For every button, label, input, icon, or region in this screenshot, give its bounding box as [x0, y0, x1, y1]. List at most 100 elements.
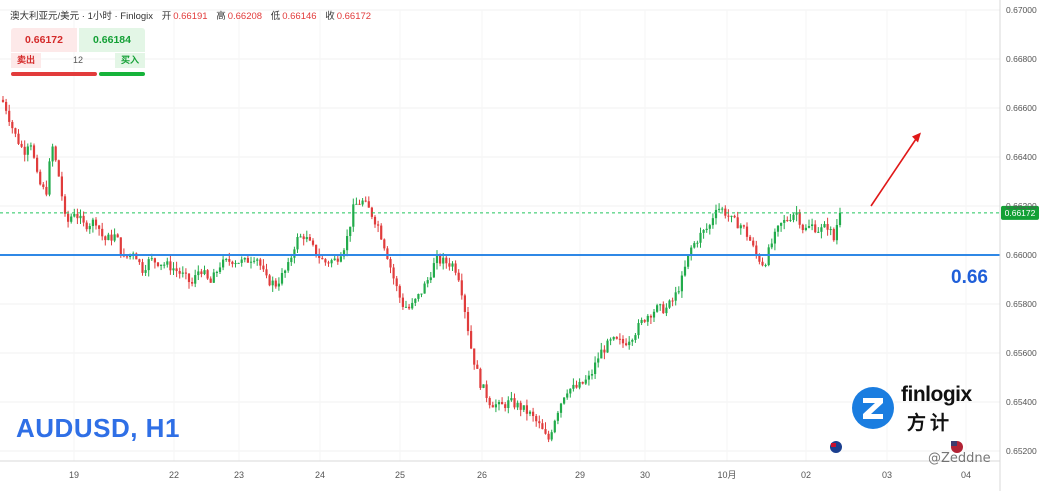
candle-body: [17, 133, 20, 144]
candle-body: [600, 349, 603, 359]
candle-body: [147, 259, 150, 271]
candle-body: [522, 405, 525, 410]
candle-body: [98, 225, 101, 229]
candle-body: [764, 265, 767, 267]
candle-body: [169, 261, 172, 271]
candle-body: [315, 244, 318, 256]
candle-body: [73, 213, 76, 217]
candle-body: [265, 269, 268, 276]
candle-body: [156, 262, 160, 266]
candle-body: [463, 295, 466, 312]
logo-wordmark: finlogix: [901, 383, 972, 406]
y-tick-label: 0.66800: [1006, 54, 1037, 64]
candle-body: [67, 213, 70, 222]
candle-body: [476, 364, 479, 369]
candle-body: [705, 228, 708, 230]
candle-body: [780, 222, 783, 226]
candle-body: [783, 219, 786, 223]
sell-ratio-bar: [11, 72, 97, 76]
candle-body: [628, 341, 631, 346]
candle-body: [218, 267, 222, 272]
candle-body: [150, 258, 153, 260]
high-value: 0.66208: [227, 11, 263, 22]
x-axis: 19 22 23 24 25 26 29 30 10月 02 03 04: [0, 460, 1000, 480]
candle-body: [525, 405, 528, 414]
projection-arrow-head: [912, 132, 921, 143]
candle-body: [758, 254, 761, 262]
candle-body: [352, 204, 355, 227]
buy-button[interactable]: 买入: [115, 53, 145, 68]
candle-body: [48, 161, 51, 195]
candle-body: [153, 258, 156, 263]
buy-price-button[interactable]: 0.66184: [79, 28, 145, 52]
candle-body: [346, 236, 349, 251]
candle-body: [330, 260, 333, 264]
candle-body: [714, 209, 718, 219]
candle-body: [804, 227, 807, 231]
y-tick-label: 0.65400: [1006, 397, 1037, 407]
candle-body: [435, 255, 439, 264]
candle-body: [504, 404, 507, 408]
candle-body: [209, 278, 212, 283]
quantity-field[interactable]: 12: [72, 55, 83, 65]
candle-body: [482, 384, 485, 388]
y-tick-label: 0.65800: [1006, 299, 1037, 309]
candle-body: [414, 298, 417, 303]
candle-body: [708, 225, 711, 229]
candle-body: [603, 349, 606, 353]
candle-body: [572, 384, 575, 389]
candle-body: [510, 398, 513, 401]
candle-body: [649, 315, 652, 318]
y-tick-label: 0.66600: [1006, 103, 1037, 113]
candle-body: [228, 259, 231, 262]
candle-body: [625, 343, 628, 346]
low-label: 低: [270, 11, 281, 22]
candle-body: [246, 257, 249, 263]
candle-body: [383, 239, 386, 249]
candle-body: [166, 261, 169, 265]
y-tick-label: 0.65600: [1006, 348, 1037, 358]
candle-body: [5, 101, 8, 111]
finlogix-logo-icon: [852, 387, 894, 429]
candle-body: [448, 263, 451, 267]
candle-body: [321, 257, 324, 260]
x-tick-label: 24: [315, 470, 325, 480]
candle-body: [733, 215, 736, 218]
candle-body: [222, 259, 225, 268]
candle-body: [429, 277, 432, 281]
candle-body: [559, 403, 563, 413]
candle-body: [507, 400, 510, 408]
candle-body: [838, 212, 842, 226]
candle-body: [271, 280, 274, 286]
candle-body: [373, 216, 377, 225]
candle-body: [191, 282, 194, 284]
candle-body: [203, 270, 206, 275]
candle-body: [243, 257, 246, 260]
candle-body: [45, 186, 48, 195]
candle-body: [721, 208, 724, 210]
chart-title: AUDUSD, H1: [16, 413, 180, 443]
candle-body: [187, 273, 191, 283]
candle-body: [823, 224, 826, 228]
candle-body: [395, 278, 398, 287]
candle-body: [175, 268, 178, 272]
candle-body: [293, 249, 296, 258]
candle-body: [665, 307, 668, 314]
candle-body: [342, 250, 346, 257]
candle-body: [82, 215, 85, 223]
candle-body: [302, 236, 305, 240]
candle-body: [683, 266, 687, 276]
candle-body: [32, 145, 36, 158]
candle-body: [479, 368, 482, 388]
candle-body: [308, 237, 311, 241]
candle-body: [23, 146, 26, 155]
x-tick-label: 02: [801, 470, 811, 480]
candle-body: [14, 128, 17, 134]
candle-body: [333, 258, 336, 261]
sell-price-button[interactable]: 0.66172: [11, 28, 77, 52]
sell-button[interactable]: 卖出: [11, 53, 41, 68]
candle-body: [513, 398, 516, 408]
candle-body: [690, 247, 693, 255]
candle-body: [439, 255, 442, 264]
